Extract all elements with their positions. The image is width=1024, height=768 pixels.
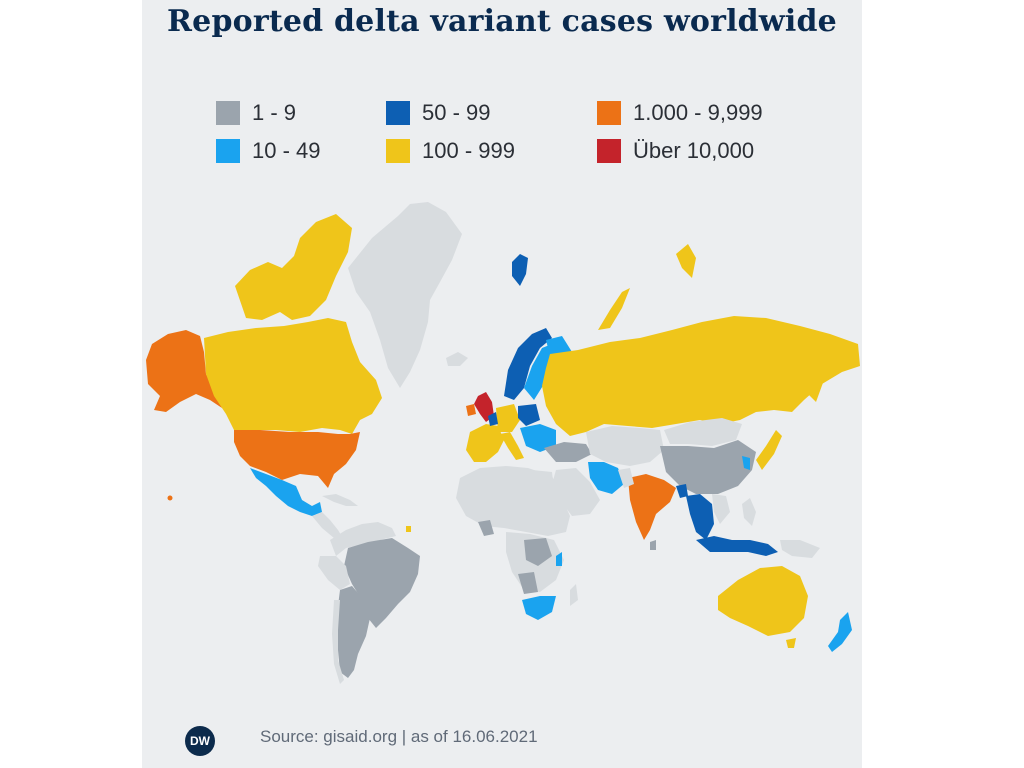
legend-swatch bbox=[386, 139, 410, 163]
region-benelux bbox=[488, 412, 498, 426]
region-norway bbox=[504, 328, 552, 400]
region-angola bbox=[518, 572, 538, 594]
region-pakistan bbox=[618, 468, 634, 488]
legend-item-50-99: 50 - 99 bbox=[386, 98, 491, 128]
region-peru bbox=[318, 556, 350, 590]
region-alaska bbox=[146, 330, 222, 412]
region-iran bbox=[588, 462, 624, 494]
world-map bbox=[146, 202, 860, 684]
region-indochina bbox=[712, 494, 730, 524]
region-russia bbox=[542, 316, 860, 436]
legend-label: 10 - 49 bbox=[252, 138, 321, 163]
region-south-america-north bbox=[330, 522, 396, 556]
region-new-zealand bbox=[828, 612, 852, 652]
region-canada-north bbox=[235, 214, 352, 320]
region-kamchatka bbox=[806, 360, 824, 402]
region-mexico bbox=[250, 468, 322, 516]
dw-logo-icon: DW bbox=[185, 726, 215, 756]
legend-swatch bbox=[386, 101, 410, 125]
legend-swatch bbox=[597, 101, 621, 125]
region-balkans bbox=[520, 424, 556, 452]
legend-item-100-999: 100 - 999 bbox=[386, 136, 515, 166]
region-sri-lanka bbox=[650, 540, 656, 550]
region-drc bbox=[524, 538, 552, 566]
region-iceland bbox=[446, 352, 468, 366]
region-south-africa bbox=[522, 596, 556, 620]
region-indonesia bbox=[696, 536, 778, 556]
region-tasmania bbox=[786, 638, 796, 648]
region-china bbox=[660, 440, 756, 494]
logo-text: DW bbox=[190, 734, 210, 748]
region-france-iberia bbox=[466, 424, 504, 462]
legend-item-over-10000: Über 10,000 bbox=[597, 136, 754, 166]
region-bangladesh bbox=[676, 484, 688, 498]
legend-label: 100 - 999 bbox=[422, 138, 515, 163]
legend-item-10-49: 10 - 49 bbox=[216, 136, 321, 166]
region-central-asia bbox=[586, 426, 664, 466]
legend-swatch bbox=[597, 139, 621, 163]
region-papua bbox=[780, 540, 820, 558]
region-hawaii bbox=[167, 495, 173, 501]
map-card: Reported delta variant cases worldwide 1… bbox=[142, 0, 862, 768]
legend-swatch bbox=[216, 139, 240, 163]
region-svalbard bbox=[512, 254, 528, 286]
region-west-africa-gray bbox=[478, 520, 494, 536]
map-title: Reported delta variant cases worldwide bbox=[167, 4, 837, 39]
region-korea bbox=[742, 456, 750, 470]
region-uk bbox=[474, 392, 494, 422]
region-egypt bbox=[532, 470, 554, 490]
region-philippines bbox=[742, 498, 756, 526]
region-brazil bbox=[344, 538, 420, 628]
region-canada bbox=[204, 318, 382, 434]
region-caribbean bbox=[322, 494, 358, 506]
legend-label: 50 - 99 bbox=[422, 100, 491, 125]
legend-label: 1.000 - 9,999 bbox=[633, 100, 763, 125]
region-central-america bbox=[312, 512, 344, 540]
region-italy bbox=[500, 432, 524, 460]
region-japan bbox=[756, 430, 782, 470]
region-argentina bbox=[338, 586, 370, 678]
region-sweden bbox=[524, 344, 552, 400]
region-india bbox=[628, 474, 676, 540]
legend-label: Über 10,000 bbox=[633, 138, 755, 163]
region-turkey bbox=[544, 442, 592, 462]
region-poland bbox=[518, 404, 540, 426]
region-germany bbox=[496, 404, 520, 432]
region-greenland bbox=[348, 202, 462, 388]
region-australia bbox=[718, 566, 808, 636]
source-note: Source: gisaid.org | as of 16.06.2021 bbox=[260, 727, 538, 746]
region-usa bbox=[234, 430, 360, 488]
region-se-asia bbox=[686, 494, 714, 540]
region-east-africa-blue bbox=[556, 552, 562, 566]
region-madagascar bbox=[570, 584, 578, 606]
region-chile bbox=[332, 600, 344, 684]
legend-item-1-9: 1 - 9 bbox=[216, 98, 296, 128]
legend-swatch bbox=[216, 101, 240, 125]
region-ireland bbox=[466, 404, 476, 416]
legend-label: 1 - 9 bbox=[252, 100, 297, 125]
region-guiana bbox=[406, 526, 411, 532]
region-novaya-zemlya bbox=[598, 288, 630, 330]
legend-item-1000-9999: 1.000 - 9,999 bbox=[597, 98, 763, 128]
region-africa-north bbox=[456, 466, 570, 536]
region-severnaya bbox=[676, 244, 696, 278]
region-mongolia bbox=[664, 418, 742, 446]
